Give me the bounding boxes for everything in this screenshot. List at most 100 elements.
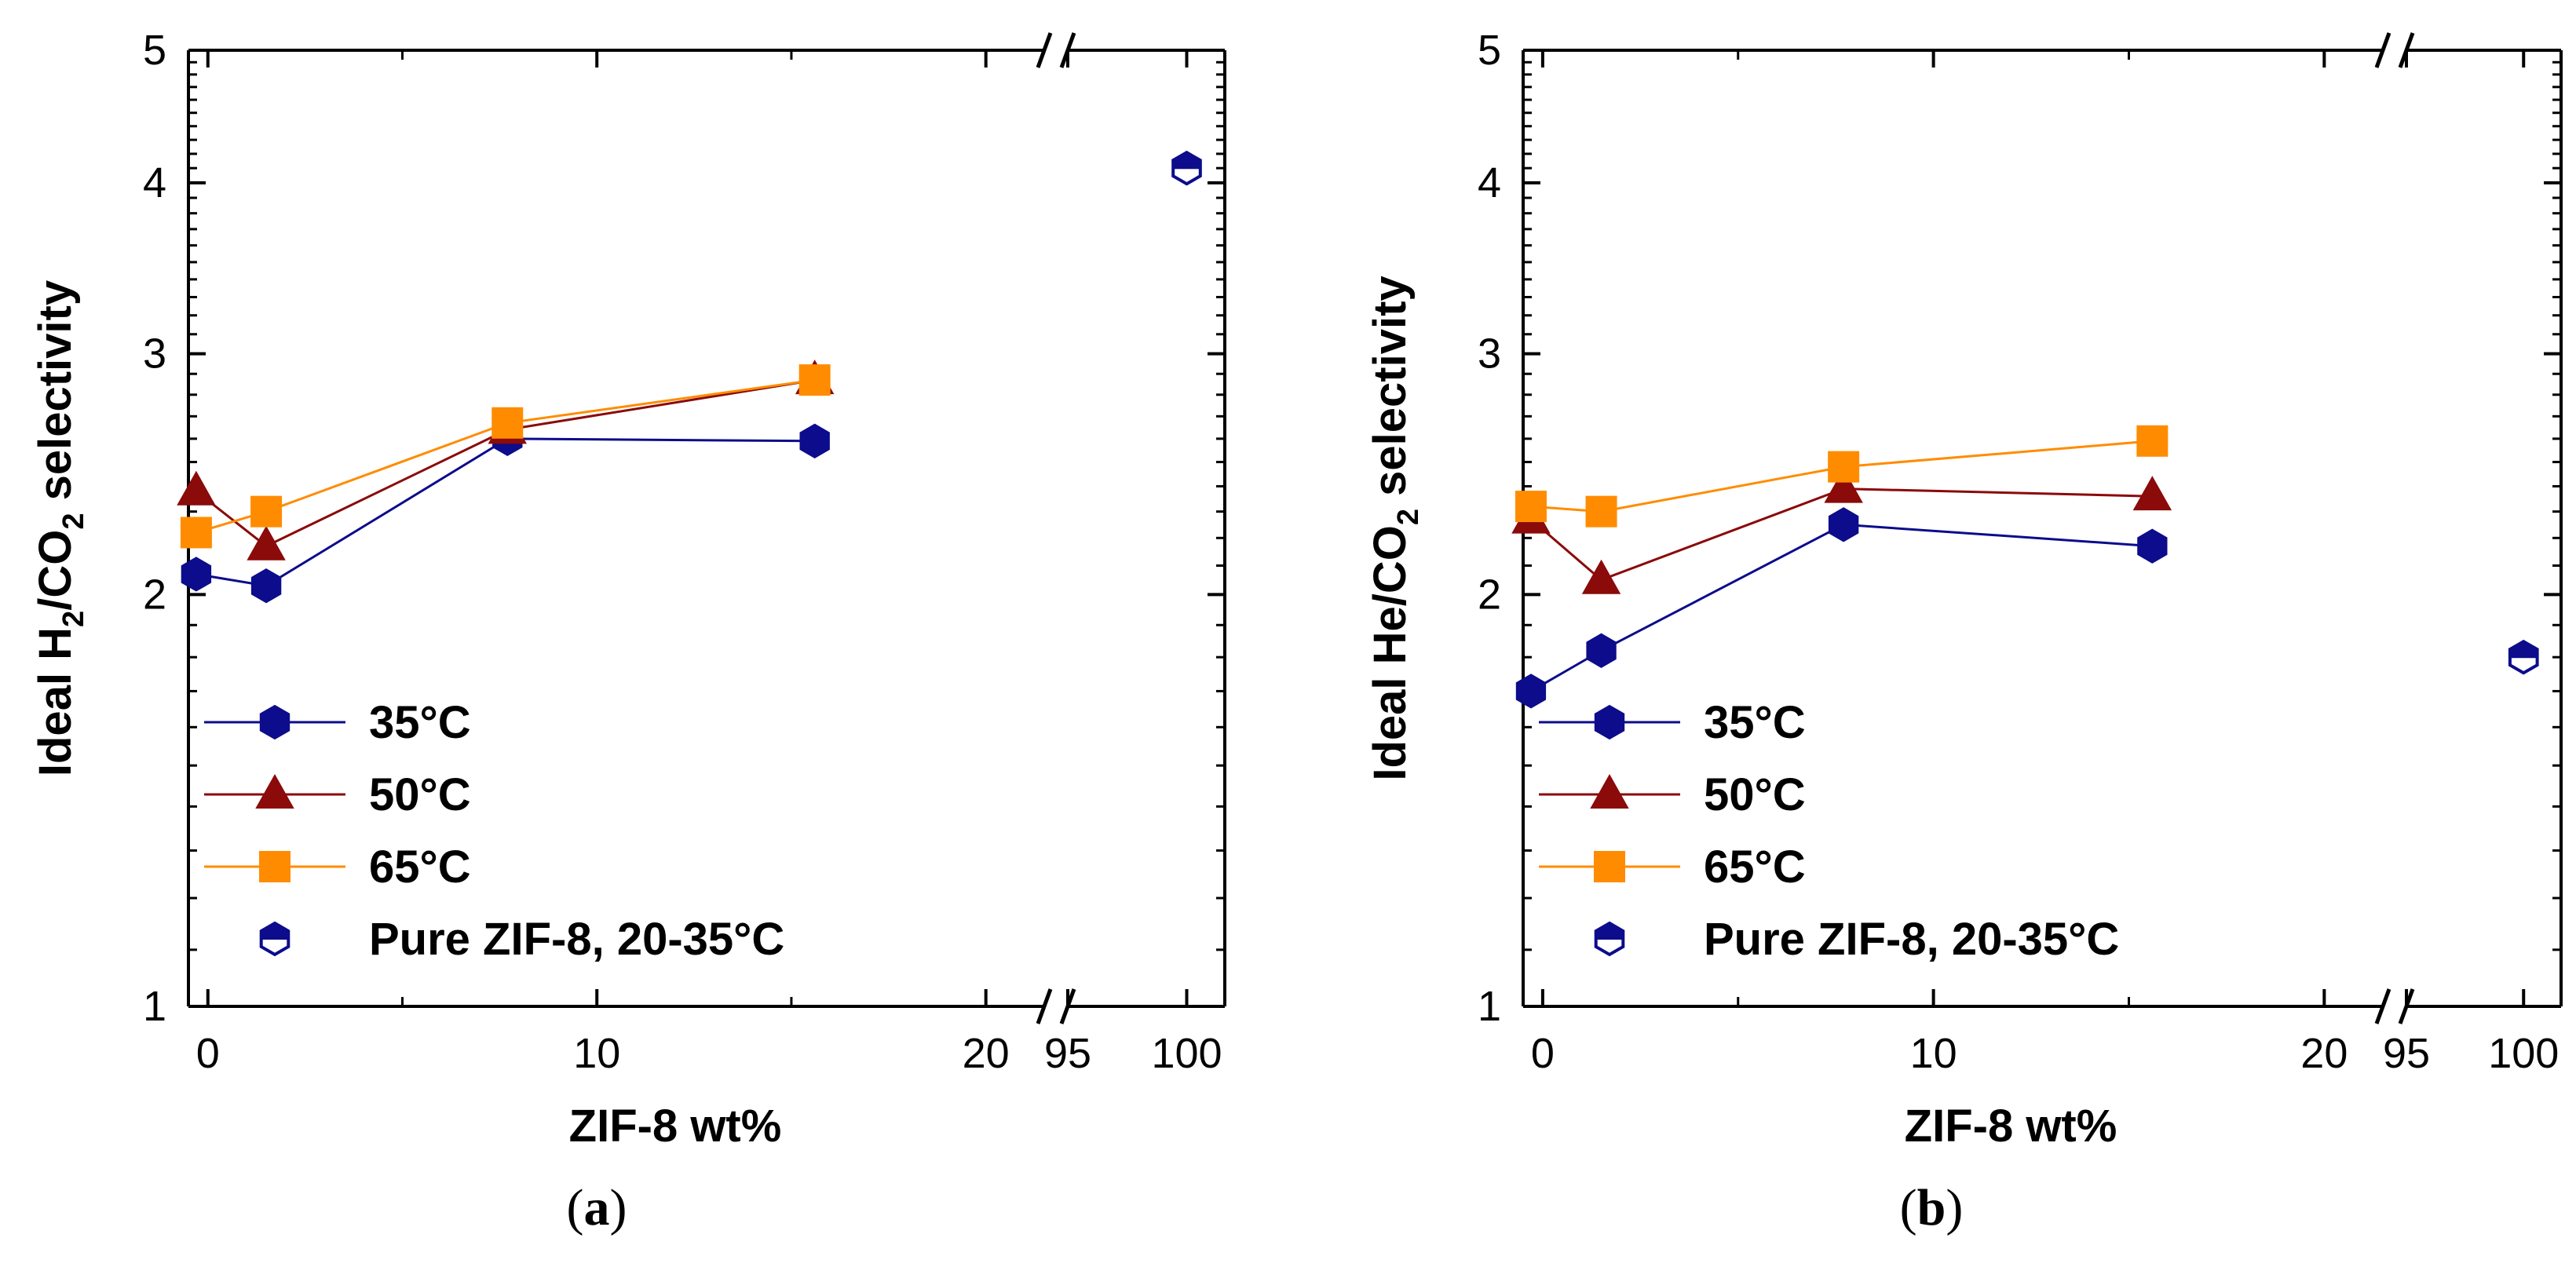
data-point-35C xyxy=(799,423,830,458)
y-title-text: /CO xyxy=(30,530,81,611)
y-title-text: selectivity xyxy=(1365,276,1416,509)
data-point-35C xyxy=(181,557,212,592)
series-line-65C xyxy=(1530,440,2153,513)
y-tick-label: 4 xyxy=(143,159,166,206)
legend-marker-35C xyxy=(259,704,290,740)
data-point-50C xyxy=(247,525,286,560)
x-tick-label: 20 xyxy=(2300,1030,2348,1077)
data-point-35C xyxy=(1828,507,1859,542)
series-line-35C xyxy=(195,437,815,587)
y-tick-label: 2 xyxy=(143,571,166,618)
caption-letter: b xyxy=(1917,1179,1946,1236)
series-65C xyxy=(180,364,831,549)
panel-caption: (a) xyxy=(567,1179,627,1236)
axes xyxy=(1522,32,2563,1024)
series-35C xyxy=(1515,507,2168,709)
y-tick-label: 3 xyxy=(143,330,166,378)
axis-break-mark xyxy=(2374,988,2391,1024)
legend-label-pure: Pure ZIF-8, 20-35°C xyxy=(369,914,784,965)
axis-break-mark xyxy=(1036,32,1053,68)
legend-marker-65C xyxy=(1594,851,1625,882)
legend-label-50C: 50°C xyxy=(369,769,471,820)
data-point-35C xyxy=(1515,674,1547,709)
series-pure xyxy=(2508,639,2539,675)
y-tick-label: 5 xyxy=(1478,27,1501,74)
y-tick-label: 3 xyxy=(1478,330,1501,378)
legend-label-50C: 50°C xyxy=(1704,769,1806,820)
data-point-65C xyxy=(1585,495,1617,528)
data-point-35C xyxy=(1586,633,1617,668)
data-point-50C xyxy=(2132,476,2172,511)
data-point-pure-fill xyxy=(1172,152,1201,170)
y-axis-title: Ideal He/CO2 selectivity xyxy=(1365,276,1425,780)
data-point-65C xyxy=(1828,451,1860,483)
axis-break-mark xyxy=(2374,32,2391,68)
y-title-text: Ideal He/CO xyxy=(1365,525,1416,781)
data-point-65C xyxy=(1515,491,1547,523)
legend: 35°C 50°C 65°C Pure ZIF-8, 20-35°C xyxy=(204,697,784,965)
x-tick-label: 10 xyxy=(573,1030,620,1077)
y-tick-label: 1 xyxy=(143,983,166,1030)
x-tick-label: 20 xyxy=(963,1030,1010,1077)
legend-marker-pure-fill xyxy=(260,922,290,940)
panel-caption: (b) xyxy=(1900,1179,1964,1236)
axes xyxy=(187,32,1226,1024)
data-point-65C xyxy=(180,517,212,549)
data-point-65C xyxy=(798,364,831,396)
legend-label-pure: Pure ZIF-8, 20-35°C xyxy=(1704,914,2119,965)
caption-open: ( xyxy=(1900,1179,1917,1236)
x-axis-title: ZIF-8 wt% xyxy=(1905,1101,2117,1152)
series-line-65C xyxy=(195,378,815,534)
caption-letter: a xyxy=(584,1179,610,1236)
x-tick-label: 0 xyxy=(1531,1030,1555,1077)
y-tick-label: 5 xyxy=(143,27,166,74)
series-65C xyxy=(1515,425,2169,528)
data-point-50C xyxy=(1581,559,1621,594)
y-axis-title: Ideal H2/CO2 selectivity xyxy=(30,280,90,776)
legend-label-35C: 35°C xyxy=(369,697,471,748)
caption-close: ) xyxy=(1946,1179,1963,1236)
x-axis-title: ZIF-8 wt% xyxy=(569,1101,782,1152)
caption-open: ( xyxy=(567,1179,584,1236)
y-tick-label: 1 xyxy=(1478,983,1501,1030)
legend-label-35C: 35°C xyxy=(1704,697,1806,748)
x-tick-label: 10 xyxy=(1910,1030,1957,1077)
x-tick-label: 100 xyxy=(1151,1030,1222,1077)
y-title-text: Ideal H xyxy=(30,627,81,776)
y-title-subscript: 2 xyxy=(57,513,90,530)
legend: 35°C 50°C 65°C Pure ZIF-8, 20-35°C xyxy=(1539,697,2119,965)
legend-label-65C: 65°C xyxy=(1704,842,1806,893)
data-point-65C xyxy=(2136,425,2169,457)
legend-marker-35C xyxy=(1594,704,1625,740)
data-point-50C xyxy=(1824,468,1863,503)
legend-label-65C: 65°C xyxy=(369,842,471,893)
x-tick-label: 95 xyxy=(2383,1030,2430,1077)
caption-close: ) xyxy=(610,1179,627,1236)
x-tick-label: 100 xyxy=(2488,1030,2559,1077)
x-tick-label: 0 xyxy=(196,1030,220,1077)
y-title-text: selectivity xyxy=(30,280,81,513)
legend-marker-50C xyxy=(255,773,294,809)
series-line-35C xyxy=(1530,523,2153,692)
data-point-35C xyxy=(2137,528,2168,564)
data-point-65C xyxy=(491,407,524,439)
y-tick-label: 2 xyxy=(1478,571,1501,618)
legend-marker-pure-fill xyxy=(1595,922,1624,940)
y-title-subscript: 2 xyxy=(1392,509,1425,525)
data-point-35C xyxy=(250,568,282,604)
series-line-50C xyxy=(195,378,815,548)
axis-break-mark xyxy=(1036,988,1053,1024)
series-pure xyxy=(1171,150,1202,186)
y-title-subscript: 2 xyxy=(57,611,90,627)
y-tick-label: 4 xyxy=(1478,159,1501,206)
legend-marker-50C xyxy=(1590,773,1629,809)
x-tick-label: 95 xyxy=(1044,1030,1091,1077)
data-point-50C xyxy=(177,470,216,506)
series-line-50C xyxy=(1530,487,2153,582)
data-point-65C xyxy=(250,495,283,528)
legend-marker-65C xyxy=(259,851,290,882)
data-point-pure-fill xyxy=(2508,641,2538,659)
